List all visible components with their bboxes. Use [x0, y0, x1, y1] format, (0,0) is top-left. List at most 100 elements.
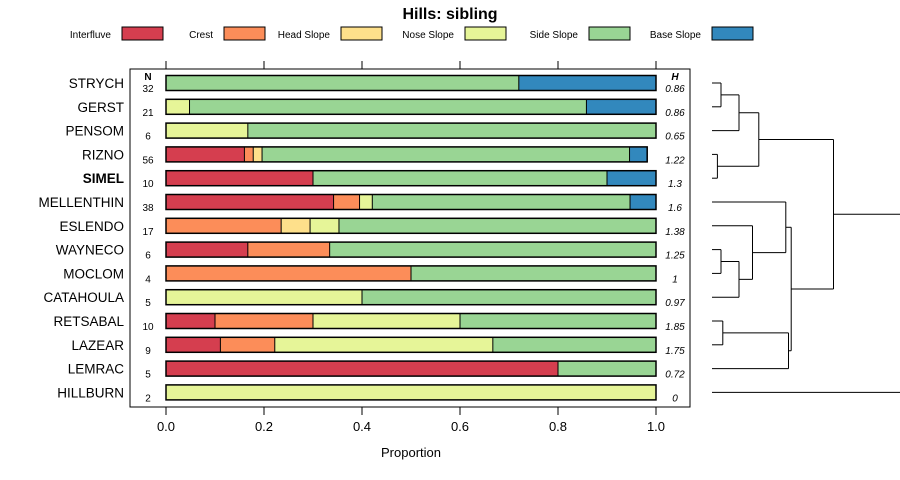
dendrogram: [712, 82, 900, 393]
legend-swatch: [464, 26, 507, 41]
row-n-value: 32: [142, 84, 154, 95]
row-h-value: 0.72: [665, 370, 685, 381]
row-h-value: 1.3: [668, 179, 682, 190]
bar-outline: [165, 336, 657, 354]
bar-segment: [247, 242, 330, 258]
bar-segment: [329, 242, 656, 258]
bar-segment: [244, 146, 254, 162]
bar-outline: [165, 193, 657, 211]
bar-segment: [166, 242, 248, 258]
x-axis-label: Proportion: [381, 445, 441, 460]
row-n-value: 10: [142, 322, 154, 333]
bar-outline: [165, 288, 657, 306]
x-tick-label: 0.2: [255, 419, 273, 434]
row-h-value: 1.25: [665, 251, 685, 262]
legend-swatch: [711, 26, 754, 41]
row-n-value: 4: [145, 274, 151, 285]
row-label: GERST: [77, 100, 124, 115]
legend-swatch: [121, 26, 164, 41]
row-label: PENSOM: [65, 124, 124, 139]
bar-outline: [165, 98, 657, 116]
row-label: LEMRAC: [68, 362, 125, 377]
row-n-value: 10: [142, 179, 154, 190]
bar-outline: [165, 312, 657, 330]
bar-outline: [165, 122, 657, 139]
row-h-value: 0.65: [665, 132, 685, 143]
row-n-value: 38: [142, 203, 154, 214]
bar-segment: [166, 123, 248, 139]
x-tick-label: 1.0: [647, 419, 665, 434]
bar-outline: [165, 360, 657, 377]
bar-segment: [166, 384, 656, 400]
bar-segment: [586, 99, 656, 115]
row-label: RIZNO: [82, 147, 124, 162]
legend-swatch: [340, 26, 383, 41]
row-n-value: 5: [145, 370, 151, 381]
row-n-value: 56: [142, 155, 154, 166]
bar-segment: [166, 313, 215, 329]
row-h-value: 1: [672, 274, 678, 285]
row-h-value: 0.86: [665, 108, 685, 119]
row-label: SIMEL: [83, 171, 124, 186]
bar-segment: [281, 218, 311, 234]
row-h-value: 1.22: [665, 155, 685, 166]
x-tick-label: 0.8: [549, 419, 567, 434]
bar-segment: [518, 75, 656, 91]
bar-outline: [165, 169, 657, 187]
legend-label: Base Slope: [650, 30, 702, 41]
bar-segment: [189, 99, 587, 115]
row-h-value: 1.38: [665, 227, 685, 238]
row-label: RETSABAL: [53, 314, 124, 329]
bar-segment: [247, 123, 656, 139]
bar-segment: [359, 194, 373, 210]
bar-segment: [630, 194, 656, 210]
row-label: CATAHOULA: [43, 290, 124, 305]
row-label: HILLBURN: [57, 385, 124, 400]
legend-label: Nose Slope: [402, 30, 454, 41]
row-n-value: 6: [145, 251, 151, 262]
row-h-value: 1.75: [665, 346, 685, 357]
bar-segment: [166, 218, 282, 234]
legend-label: Side Slope: [530, 30, 579, 41]
row-h-value: 1.85: [665, 322, 685, 333]
bar-segment: [166, 99, 190, 115]
bar-segment: [313, 313, 460, 329]
x-axis: 0.0 0.2 0.4 0.6 0.8 1.0: [157, 407, 665, 434]
row-n-value: 2: [145, 393, 151, 404]
row-n-value: 17: [142, 227, 154, 238]
legend-label: Head Slope: [278, 30, 331, 41]
bar-segment: [166, 75, 519, 91]
legend: Interfluve Crest Head Slope Nose Slope Side …: [70, 26, 754, 41]
row-h-value: 0.86: [665, 84, 685, 95]
bar-segment: [166, 361, 558, 377]
row-label: STRYCH: [69, 76, 124, 91]
bar-rows: STRYCH 32 0.86 GERST 2 1 0.86 PENSOM 6 0.65 RIZNO 5…: [38, 74, 685, 404]
x-tick-label: 0.6: [451, 419, 469, 434]
legend-label: Interfluve: [70, 30, 112, 41]
legend-swatch: [588, 26, 631, 41]
h-column-header: H: [671, 72, 679, 83]
bar-segment: [166, 170, 313, 186]
x-tick-label: 0.4: [353, 419, 371, 434]
bar-segment: [338, 218, 656, 234]
chart-title: Hills: sibling: [402, 6, 497, 23]
bar-outline: [165, 384, 657, 401]
bar-segment: [166, 146, 245, 162]
bar-segment: [166, 337, 221, 353]
bar-outline: [165, 241, 657, 258]
plot-frame: [129, 68, 691, 408]
n-column-header: N: [144, 72, 151, 83]
bar-segment: [262, 146, 630, 162]
bar-segment: [310, 218, 339, 234]
bar-segment: [492, 337, 656, 353]
bar-segment: [372, 194, 631, 210]
row-n-value: 5: [145, 298, 151, 309]
row-label: MELLENTHIN: [38, 195, 124, 210]
bar-segment: [607, 170, 656, 186]
legend-label: Crest: [189, 30, 213, 41]
row-label: ESLENDO: [59, 219, 124, 234]
bar-segment: [362, 289, 656, 305]
bar-segment: [274, 337, 493, 353]
top-axis-ticks: [165, 61, 657, 69]
row-h-value: 1.6: [668, 203, 682, 214]
